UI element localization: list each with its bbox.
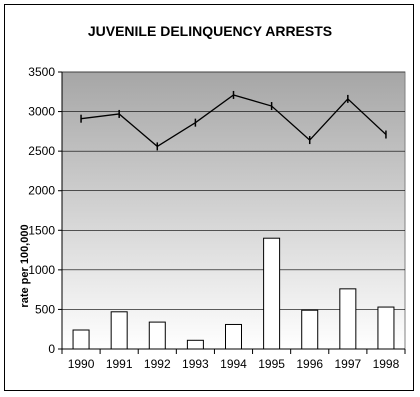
bar-1995 [263, 237, 281, 350]
y-axis-label: rate per 100,000 [19, 224, 31, 307]
y-tick-label-1500: 1500 [28, 223, 55, 237]
bar-1993 [186, 339, 204, 350]
chart-title: JUVENILE DELINQUENCY ARRESTS [88, 23, 332, 39]
y-tick-label-3500: 3500 [28, 65, 55, 79]
bar-1994 [224, 323, 243, 350]
bar-1991 [110, 311, 128, 350]
x-tick-label-1995: 1995 [258, 357, 285, 371]
bar-1997 [339, 288, 357, 350]
x-tick-label-1994: 1994 [220, 357, 247, 371]
y-tick-label-2500: 2500 [28, 144, 55, 158]
y-tick-label-2000: 2000 [28, 184, 55, 198]
y-tick-labels: 0 500 1000 1500 2000 2500 3000 3500 [28, 65, 63, 356]
x-tick-label-1990: 1990 [68, 357, 95, 371]
x-tick-label-1997: 1997 [334, 357, 361, 371]
bar-1992 [148, 321, 166, 350]
line-series [80, 90, 387, 151]
bar-1998 [377, 306, 395, 350]
x-tick-label-1991: 1991 [106, 357, 133, 371]
x-tick-label-1993: 1993 [182, 357, 209, 371]
x-tick-label-1992: 1992 [144, 357, 171, 371]
gridlines [58, 71, 405, 350]
y-tick-label-1000: 1000 [28, 263, 55, 277]
x-tick-label-1998: 1998 [373, 357, 400, 371]
bar-1996 [301, 309, 319, 350]
x-tick-labels: 1990 1991 1992 1993 1994 1995 1996 1997 1998 [61, 348, 406, 371]
y-tick-label-500: 500 [35, 302, 55, 316]
bar-1990 [72, 329, 90, 350]
y-tick-label-0: 0 [48, 342, 55, 356]
y-tick-label-3000: 3000 [28, 105, 55, 119]
bar-series [72, 237, 395, 350]
x-tick-label-1996: 1996 [296, 357, 323, 371]
